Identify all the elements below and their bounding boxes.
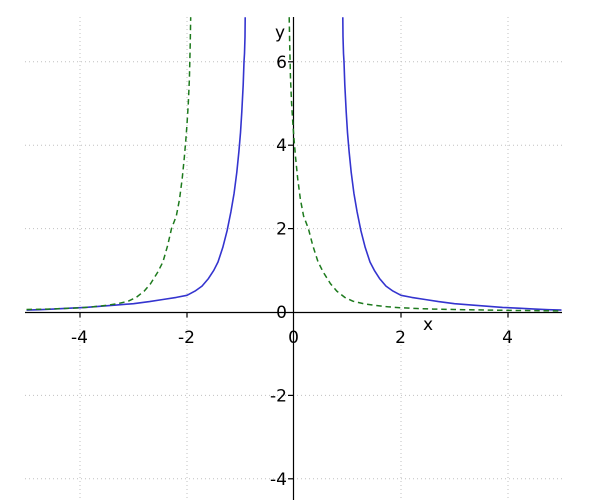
blue-solid-curve [342,17,562,311]
x-tick-label: -4 [71,328,88,348]
y-tick-label: -2 [270,386,287,406]
x-tick-label: 4 [502,328,513,348]
y-tick-label: 0 [276,303,287,323]
green-dashed-curve [26,17,192,311]
green-dashed-curve [288,17,562,312]
y-tick-label: -4 [270,470,287,490]
y-tick-label: 4 [276,136,287,156]
x-tick-label: -2 [178,328,195,348]
blue-solid-curve [26,17,246,311]
y-tick-label: 2 [276,220,287,240]
axes [25,17,562,500]
x-tick-label: 0 [288,328,299,348]
y-tick-label: 6 [276,53,287,73]
y-axis-label: y [275,23,285,43]
curves [26,17,562,312]
x-axis-label: x [423,315,433,335]
tick-marks [79,61,509,480]
tick-labels: -4 -2 0 2 4 6 4 2 0 -2 -4 [71,53,513,490]
x-tick-label: 2 [395,328,406,348]
